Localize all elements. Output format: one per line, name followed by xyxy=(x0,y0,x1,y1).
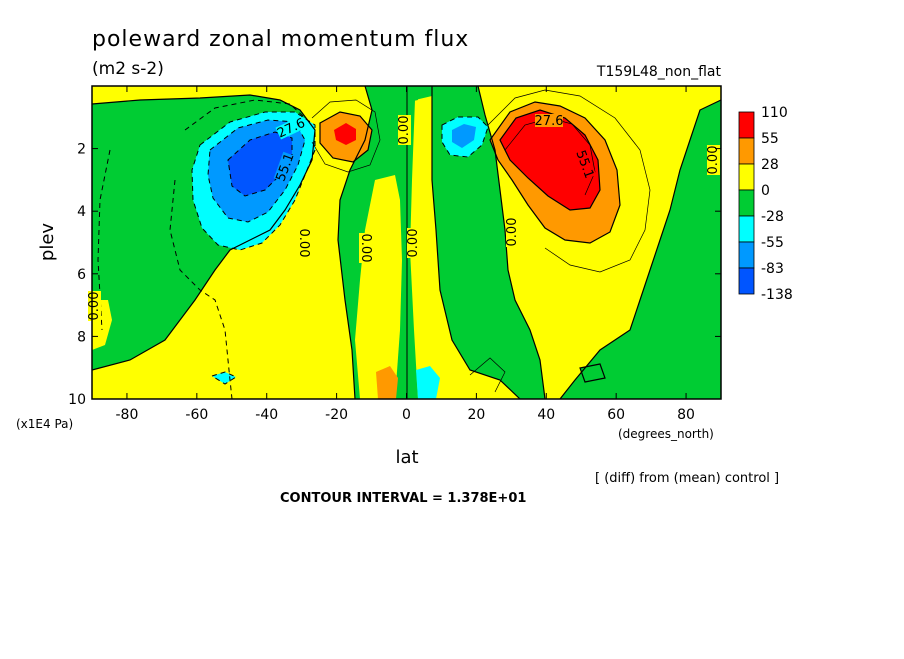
svg-text:0.00: 0.00 xyxy=(296,229,311,258)
contour-labels: 27.6 55.1 27.6 55.1 0.00 0.00 0.00 0.00 xyxy=(87,114,721,321)
x-tick-label: 0 xyxy=(402,407,411,423)
colorbar-swatch xyxy=(738,189,755,217)
svg-text:27.6: 27.6 xyxy=(535,114,564,129)
colorbar-swatch xyxy=(738,267,755,295)
y-axis-label: plev xyxy=(37,223,58,262)
x-axis-ticks: -80 -60 -40 -20 0 20 40 60 80 xyxy=(116,86,695,423)
colorbar-level-label: 28 xyxy=(761,157,779,173)
y-tick-label: 4 xyxy=(77,204,86,220)
x-tick-label: -20 xyxy=(325,407,348,423)
colorbar-level-label: 0 xyxy=(761,183,770,199)
svg-text:0.00: 0.00 xyxy=(505,218,520,247)
run-label: T159L48_non_flat xyxy=(596,64,722,80)
colorbar-level-label: 55 xyxy=(761,131,779,147)
colorbar-level-label: -83 xyxy=(761,261,784,277)
colorbar-legend: 110 55 28 0 -28 -55 -83 -138 xyxy=(738,105,793,303)
contour-label: 0.00 xyxy=(397,115,412,145)
colorbar-swatch xyxy=(738,215,755,243)
chart-title: poleward zonal momentum flux xyxy=(92,27,469,52)
contour-label: 0.00 xyxy=(706,145,721,175)
y-tick-label: 10 xyxy=(68,392,86,408)
contour-label: 0.00 xyxy=(296,228,311,258)
y-tick-label: 6 xyxy=(77,267,86,283)
x-tick-label: -60 xyxy=(185,407,208,423)
colorbar-swatch xyxy=(738,241,755,269)
x-tick-label: 60 xyxy=(607,407,625,423)
colorbar-swatch xyxy=(738,111,755,139)
contour-interval: CONTOUR INTERVAL = 1.378E+01 xyxy=(280,491,526,506)
colorbar-level-label: -28 xyxy=(761,209,784,225)
x-tick-label: -80 xyxy=(116,407,139,423)
x-tick-label: 80 xyxy=(677,407,695,423)
x-tick-label: -40 xyxy=(255,407,278,423)
y-units-label: (x1E4 Pa) xyxy=(16,417,73,431)
svg-text:0.00: 0.00 xyxy=(406,229,421,258)
x-units-label: (degrees_north) xyxy=(618,427,714,441)
contour-label: 0.00 xyxy=(87,291,102,321)
units-label: (m2 s-2) xyxy=(92,59,164,79)
positive-strong-regions xyxy=(334,110,600,210)
svg-text:0.00: 0.00 xyxy=(706,146,721,175)
diff-note: [ (diff) from (mean) control ] xyxy=(595,471,779,486)
contour-label: 0.00 xyxy=(406,228,421,258)
x-tick-label: 40 xyxy=(537,407,555,423)
contour-label: 0.00 xyxy=(505,217,520,247)
y-tick-label: 8 xyxy=(77,329,86,345)
contour-label: 0.00 xyxy=(358,233,373,263)
svg-text:0.00: 0.00 xyxy=(358,234,373,263)
x-tick-label: 20 xyxy=(467,407,485,423)
contour-label: 27.6 xyxy=(535,114,564,129)
colorbar-swatch xyxy=(738,137,755,165)
colorbar-level-label: -138 xyxy=(761,287,793,303)
colorbar-swatch xyxy=(738,163,755,191)
colorbar-level-label: 110 xyxy=(761,105,788,121)
svg-text:0.00: 0.00 xyxy=(397,116,412,145)
y-tick-label: 2 xyxy=(77,142,86,158)
svg-text:0.00: 0.00 xyxy=(87,292,102,321)
x-axis-label: lat xyxy=(395,447,418,468)
negative-extreme-regions xyxy=(228,132,292,196)
y-axis-ticks: 2 4 6 8 10 xyxy=(68,142,721,408)
colorbar-level-label: -55 xyxy=(761,235,784,251)
